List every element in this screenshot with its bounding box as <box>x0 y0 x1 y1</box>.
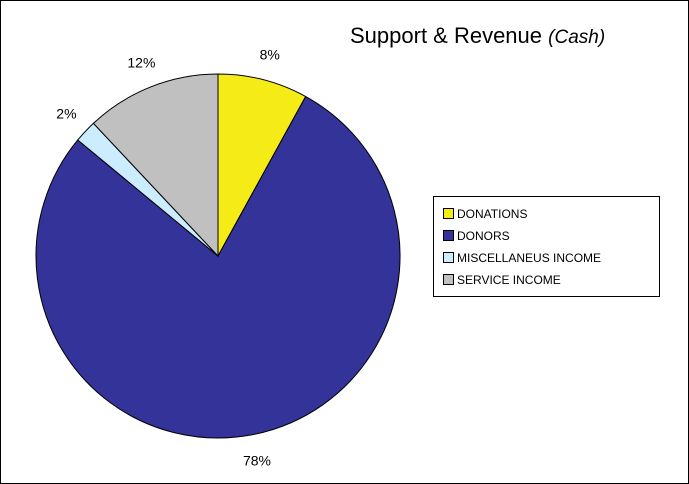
pie-label-service-income: 12% <box>127 55 155 71</box>
legend-swatch-miscellaneus-income <box>443 252 454 263</box>
legend-item-donors: DONORS <box>443 227 510 245</box>
legend-item-donations: DONATIONS <box>443 205 527 223</box>
legend-item-service-income: SERVICE INCOME <box>443 271 561 289</box>
legend-swatch-donations <box>443 208 454 219</box>
legend-label-miscellaneus-income: MISCELLANEUS INCOME <box>457 251 601 265</box>
legend-label-donations: DONATIONS <box>457 207 527 221</box>
chart-legend: DONATIONS DONORS MISCELLANEUS INCOME SER… <box>433 196 660 297</box>
legend-swatch-donors <box>443 230 454 241</box>
legend-label-service-income: SERVICE INCOME <box>457 273 561 287</box>
pie-label-miscellaneus-income: 2% <box>56 106 76 122</box>
legend-swatch-service-income <box>443 274 454 285</box>
pie-label-donations: 8% <box>260 47 280 63</box>
legend-label-donors: DONORS <box>457 229 510 243</box>
pie-label-donors: 78% <box>243 452 271 468</box>
legend-item-miscellaneus-income: MISCELLANEUS INCOME <box>443 249 601 267</box>
